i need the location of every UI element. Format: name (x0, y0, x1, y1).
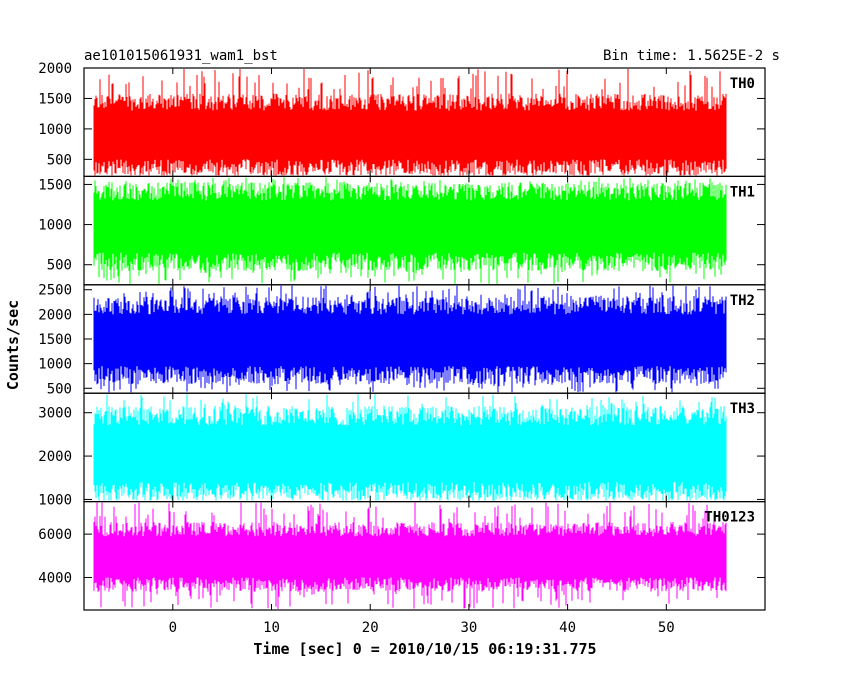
y-tick-label: 1000 (38, 218, 72, 234)
x-axis: 0 10 20 30 40 50 (169, 620, 675, 636)
y-tick-label: 500 (47, 258, 72, 274)
x-tick-label: 50 (658, 620, 675, 636)
x-tick-label: 20 (362, 620, 379, 636)
chart-title: ae101015061931_wam1_bst (84, 48, 278, 64)
y-tick-label: 1500 (38, 332, 72, 348)
y-axis-label: Counts/sec (4, 300, 22, 390)
y-tick-label: 500 (47, 381, 72, 397)
y-tick-label: 1500 (38, 91, 72, 107)
series-TH0 (93, 69, 727, 176)
panel-label: TH0123 (704, 510, 755, 526)
y-tick-label: 4000 (38, 570, 72, 586)
y-tick-label: 1000 (38, 122, 72, 138)
panel-TH0: 500 1000 1500 2000 TH0 (38, 61, 766, 178)
y-tick-label: 1000 (38, 492, 72, 508)
y-tick-label: 500 (47, 152, 72, 168)
x-axis-label: Time [sec] 0 = 2010/10/15 06:19:31.775 (253, 640, 596, 658)
x-tick-label: 0 (169, 620, 177, 636)
series-TH0123 (93, 502, 727, 609)
panel-TH3: 1000 2000 3000 TH3 (38, 392, 766, 508)
x-tick-label: 30 (460, 620, 477, 636)
y-tick-label: 2500 (38, 283, 72, 299)
y-tick-label: 2000 (38, 449, 72, 465)
series-TH1 (93, 177, 727, 284)
series-TH3 (93, 394, 727, 501)
panel-label: TH1 (730, 184, 755, 200)
y-tick-label: 1500 (38, 177, 72, 193)
panel-label: TH2 (730, 293, 755, 309)
y-tick-label: 3000 (38, 406, 72, 422)
panel-TH2: 500 1000 1500 2000 2500 TH2 (38, 283, 766, 397)
series-TH2 (93, 285, 727, 393)
panel-TH1: 500 1000 1500 TH1 (38, 175, 766, 286)
y-tick-label: 2000 (38, 307, 72, 323)
panel-TH0123: 4000 6000 TH0123 (38, 501, 766, 611)
panel-frame (83, 501, 766, 611)
y-tick-label: 6000 (38, 527, 72, 543)
y-tick-label: 2000 (38, 61, 72, 77)
y-tick-label: 1000 (38, 357, 72, 373)
panel-label: TH0 (730, 76, 755, 92)
x-tick-label: 40 (559, 620, 576, 636)
panel-label: TH3 (730, 401, 755, 417)
chart-subtitle: Bin time: 1.5625E-2 s (603, 48, 780, 64)
x-tick-label: 10 (263, 620, 280, 636)
